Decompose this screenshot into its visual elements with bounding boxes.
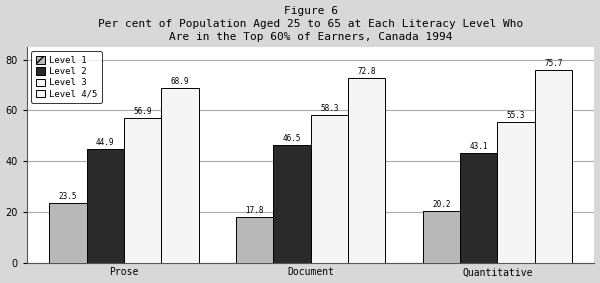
Bar bbox=[348, 78, 385, 263]
Bar bbox=[311, 115, 348, 263]
Text: 43.1: 43.1 bbox=[469, 142, 488, 151]
Bar bbox=[124, 118, 161, 263]
Bar bbox=[274, 145, 311, 263]
Bar bbox=[49, 203, 86, 263]
Bar bbox=[86, 149, 124, 263]
Text: 55.3: 55.3 bbox=[507, 111, 525, 120]
Text: 56.9: 56.9 bbox=[133, 107, 152, 116]
Bar bbox=[161, 88, 199, 263]
Bar bbox=[535, 70, 572, 263]
Text: 72.8: 72.8 bbox=[358, 67, 376, 76]
Bar bbox=[236, 217, 274, 263]
Text: 58.3: 58.3 bbox=[320, 104, 338, 113]
Text: 17.8: 17.8 bbox=[245, 206, 264, 215]
Text: 44.9: 44.9 bbox=[96, 138, 115, 147]
Text: 23.5: 23.5 bbox=[59, 192, 77, 201]
Text: 20.2: 20.2 bbox=[432, 200, 451, 209]
Bar bbox=[497, 122, 535, 263]
Bar bbox=[423, 211, 460, 263]
Title: Figure 6
Per cent of Population Aged 25 to 65 at Each Literacy Level Who
Are in : Figure 6 Per cent of Population Aged 25 … bbox=[98, 6, 523, 42]
Text: 75.7: 75.7 bbox=[544, 59, 563, 68]
Text: 68.9: 68.9 bbox=[171, 77, 189, 86]
Legend: Level 1, Level 2, Level 3, Level 4/5: Level 1, Level 2, Level 3, Level 4/5 bbox=[31, 52, 101, 103]
Bar bbox=[460, 153, 497, 263]
Text: 46.5: 46.5 bbox=[283, 134, 301, 143]
